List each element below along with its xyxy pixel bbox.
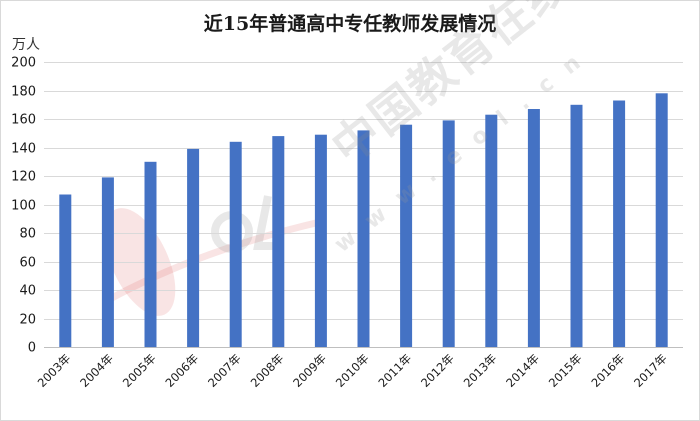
y-axis-unit: 万人 [12,37,40,53]
y-tick-label: 180 [11,85,36,100]
x-tick-label: 2016年 [588,351,627,390]
x-tick-label: 2013年 [461,351,500,390]
bar [272,136,285,347]
x-tick-label: 2008年 [248,351,287,390]
bar [314,134,327,347]
x-tick-label: 2005年 [120,351,159,390]
bar [144,161,157,348]
y-tick-label: 200 [11,56,36,71]
x-tick-label: 2007年 [205,351,244,390]
bar [485,114,498,347]
y-tick-label: 140 [11,142,36,157]
bar [59,194,72,347]
x-axis-ticks: 2003年 2004年 2005年 2006年 2007年 2008年 2009年 2010年… [35,351,670,390]
y-tick-label: 100 [11,199,36,214]
x-tick-label: 2011年 [375,351,414,390]
bar [400,124,413,347]
y-tick-label: 0 [28,341,36,356]
bar [357,130,370,347]
chart-title: 近15年普通高中专任教师发展情况 [203,13,497,35]
bar [570,104,583,348]
y-tick-label: 40 [19,284,36,299]
y-tick-label: 60 [19,256,36,271]
bars [59,93,668,348]
x-tick-label: 2003年 [35,351,74,390]
bar [613,100,626,347]
x-tick-label: 2010年 [333,351,372,390]
y-tick-label: 20 [19,313,36,328]
eol-logo-watermark [104,195,321,316]
y-tick-label: 120 [11,170,36,185]
bar [527,109,540,347]
x-tick-label: 2012年 [418,351,457,390]
x-tick-label: 2015年 [546,351,585,390]
bar [442,120,455,348]
bar [655,93,668,347]
y-axis-ticks: 0 20 40 60 80 100 120 140 160 180 200 [11,56,36,356]
y-tick-label: 80 [19,227,36,242]
x-tick-label: 2014年 [503,351,542,390]
x-tick-label: 2006年 [162,351,201,390]
x-tick-label: 2017年 [631,351,670,390]
bar [101,177,114,347]
bar [187,148,200,347]
x-tick-label: 2009年 [290,351,329,390]
x-tick-label: 2004年 [77,351,116,390]
bar [229,141,242,347]
y-tick-label: 160 [11,113,36,128]
